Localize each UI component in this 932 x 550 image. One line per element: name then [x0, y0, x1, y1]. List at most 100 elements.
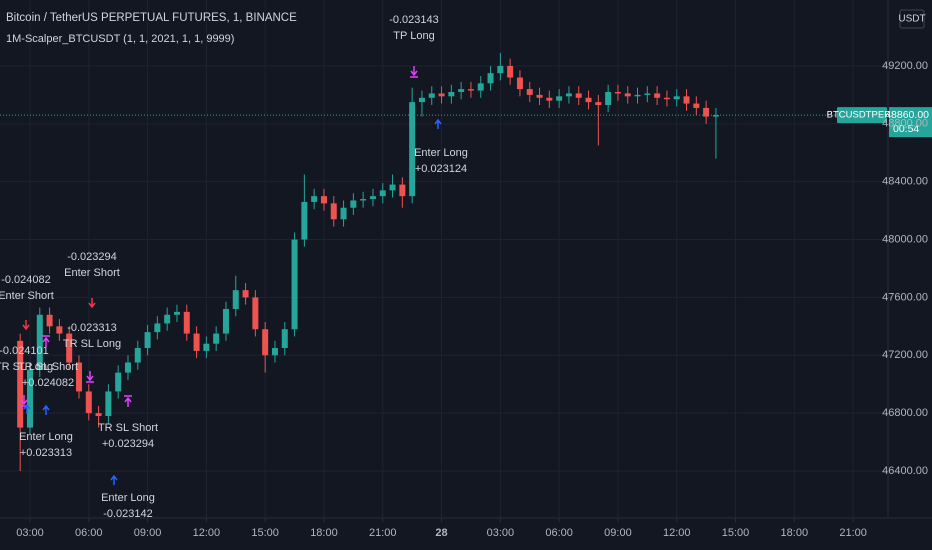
candle-body	[115, 372, 122, 392]
y-tick-label: 48000.00	[882, 233, 928, 245]
candle-body	[634, 94, 641, 97]
candle-body	[134, 348, 141, 363]
candle-body	[183, 311, 190, 334]
y-tick-label: 47600.00	[882, 291, 928, 303]
signal-label: Enter Short	[0, 290, 54, 302]
candle-body	[281, 329, 288, 349]
candle-body	[438, 93, 445, 97]
candle-body	[526, 89, 533, 95]
candle-body	[330, 203, 337, 220]
candle-body	[105, 391, 112, 417]
candle-body	[693, 103, 700, 108]
candle-body	[232, 290, 239, 309]
candle-body	[458, 89, 465, 92]
candle-body	[164, 314, 171, 324]
x-tick-label: 03:00	[487, 527, 515, 539]
candle-body	[222, 308, 229, 334]
candle-body	[654, 93, 661, 98]
x-tick-label: 09:00	[604, 527, 632, 539]
candle-body	[467, 89, 474, 91]
candle-body	[144, 332, 151, 349]
candle-body	[605, 91, 612, 106]
signal-arrow	[42, 404, 50, 415]
x-tick-label: 09:00	[134, 527, 162, 539]
last-price-box	[889, 107, 932, 138]
signal-arrow	[42, 335, 50, 347]
symbol-label: BTCUSDTPERP	[827, 110, 898, 121]
x-tick-label: 15:00	[722, 527, 750, 539]
signal-arrow	[434, 118, 442, 129]
signal-label: +0.023294	[102, 438, 154, 450]
candle-body	[369, 196, 376, 200]
signal-arrow	[110, 474, 118, 485]
candle-body	[477, 83, 484, 91]
candle-body	[507, 65, 514, 78]
candle-body	[663, 97, 670, 100]
grid	[0, 0, 892, 522]
candle-body	[85, 391, 92, 414]
signal-arrow	[22, 320, 30, 331]
x-tick-label: 15:00	[251, 527, 279, 539]
candle-body	[516, 77, 523, 90]
candle-body	[448, 91, 455, 97]
candle-body	[556, 96, 563, 101]
candle-body	[418, 97, 425, 103]
signal-label: -0.024082	[1, 274, 51, 286]
candle-body	[428, 93, 435, 98]
signal-arrow	[88, 298, 96, 309]
signal-label: -0.023294	[67, 251, 117, 263]
candle-body	[546, 97, 553, 101]
candle-body	[585, 97, 592, 103]
x-tick-label: 28	[435, 527, 447, 539]
candle-body	[624, 93, 631, 97]
x-tick-label: 18:00	[781, 527, 809, 539]
y-tick-label: 46800.00	[882, 407, 928, 419]
signal-label: Enter Long	[414, 147, 468, 159]
candle-body	[17, 340, 24, 428]
candle-body	[301, 201, 308, 240]
candle-body	[291, 239, 298, 330]
signal-label: TR SL Short	[18, 361, 78, 373]
candle-body	[193, 333, 200, 351]
currency-box[interactable]	[899, 9, 925, 29]
candle-body	[36, 314, 43, 370]
candle-body	[712, 115, 719, 117]
signal-label: Enter Long	[101, 492, 155, 504]
x-tick-label: 03:00	[16, 527, 44, 539]
candle-body	[487, 73, 494, 84]
candle-body	[673, 96, 680, 100]
candle-body	[703, 107, 710, 117]
signal-label: +0.024082	[22, 377, 74, 389]
signal-label: -0.024101	[0, 345, 49, 357]
candle-body	[595, 102, 602, 106]
candle-body	[340, 207, 347, 220]
currency: USDT	[898, 14, 925, 25]
x-tick-label: 06:00	[75, 527, 103, 539]
signal-arrow	[86, 371, 94, 383]
candle-body	[536, 94, 543, 98]
candle-body	[213, 333, 220, 344]
y-tick-label: 49200.00	[882, 60, 928, 72]
chart-title: Bitcoin / TetherUS PERPETUAL FUTURES, 1,…	[6, 12, 297, 24]
signal-arrow	[23, 403, 31, 414]
y-tick-label: 47200.00	[882, 349, 928, 361]
candle-body	[46, 314, 53, 327]
x-tick-label: 18:00	[310, 527, 338, 539]
candles	[17, 52, 719, 471]
signal-label: -0.023313	[67, 322, 117, 334]
last-price-label: 48860.00	[885, 109, 929, 121]
candle-body	[203, 343, 210, 351]
candle-body	[66, 333, 73, 363]
symbol-box	[837, 107, 887, 124]
candle-body	[389, 184, 396, 191]
x-tick-label: 21:00	[839, 527, 867, 539]
candle-body	[614, 91, 621, 94]
signal-arrow	[124, 395, 132, 407]
x-tick-label: 21:00	[369, 527, 397, 539]
signal-label: TR SL Long	[63, 338, 121, 350]
x-tick-label: 12:00	[663, 527, 691, 539]
signal-label: -0.023142	[103, 508, 153, 520]
